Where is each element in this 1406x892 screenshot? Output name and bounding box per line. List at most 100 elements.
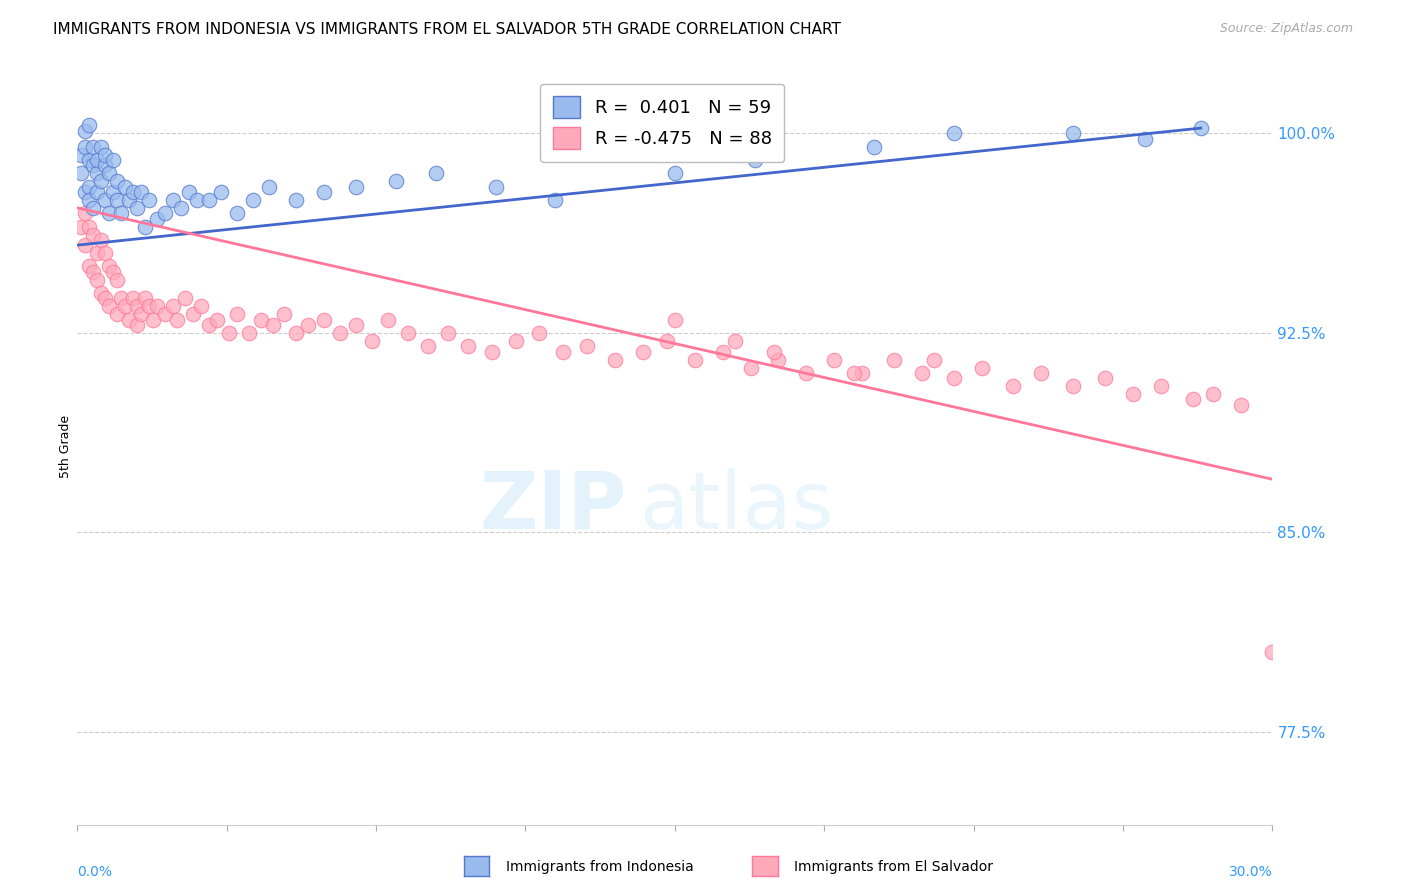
Point: [82, 139, 104, 153]
Point: [177, 185, 200, 199]
Point: [153, 307, 176, 321]
Point: [82, 227, 104, 242]
Point: [170, 201, 193, 215]
Point: [655, 334, 678, 348]
Point: [1201, 387, 1223, 401]
Point: [86, 273, 108, 287]
Point: [98, 166, 121, 180]
Point: [942, 127, 965, 141]
Point: [481, 344, 503, 359]
Point: [79, 260, 101, 274]
Point: [127, 299, 149, 313]
Point: [744, 153, 766, 167]
Point: [162, 193, 184, 207]
Point: [114, 179, 136, 194]
Point: [1062, 379, 1084, 393]
Point: [105, 174, 128, 188]
Point: [79, 153, 101, 167]
Point: [796, 366, 818, 380]
Point: [1031, 366, 1053, 380]
Legend: R =  0.401   N = 59, R = -0.475   N = 88: R = 0.401 N = 59, R = -0.475 N = 88: [540, 84, 785, 161]
Point: [385, 174, 408, 188]
Point: [122, 291, 145, 305]
Point: [225, 206, 247, 220]
Point: [75, 139, 97, 153]
Point: [768, 352, 790, 367]
Point: [82, 265, 104, 279]
Point: [181, 307, 204, 321]
Point: [86, 153, 108, 167]
Point: [94, 147, 117, 161]
Point: [262, 318, 284, 332]
Point: [190, 299, 212, 313]
Point: [344, 318, 367, 332]
Point: [114, 299, 136, 313]
Point: [122, 185, 145, 199]
Text: Source: ZipAtlas.com: Source: ZipAtlas.com: [1219, 22, 1353, 36]
Point: [142, 312, 165, 326]
Point: [631, 344, 654, 359]
Point: [118, 193, 141, 207]
Point: [103, 265, 124, 279]
Point: [105, 307, 128, 321]
Point: [844, 366, 866, 380]
Point: [105, 193, 128, 207]
Point: [724, 334, 747, 348]
Point: [285, 193, 308, 207]
Point: [344, 179, 367, 194]
Point: [110, 291, 132, 305]
Point: [70, 219, 93, 234]
Point: [129, 307, 152, 321]
Point: [103, 153, 124, 167]
Point: [118, 312, 141, 326]
Point: [82, 158, 104, 172]
Point: [1062, 127, 1084, 141]
Point: [94, 193, 117, 207]
Point: [329, 326, 352, 340]
Point: [911, 366, 934, 380]
Point: [1150, 379, 1173, 393]
Point: [75, 185, 97, 199]
Point: [198, 318, 221, 332]
Point: [75, 206, 97, 220]
Point: [153, 206, 176, 220]
Point: [79, 179, 101, 194]
Point: [544, 193, 567, 207]
Point: [851, 366, 873, 380]
Point: [605, 352, 627, 367]
Text: IMMIGRANTS FROM INDONESIA VS IMMIGRANTS FROM EL SALVADOR 5TH GRADE CORRELATION C: IMMIGRANTS FROM INDONESIA VS IMMIGRANTS …: [53, 22, 841, 37]
Point: [863, 139, 886, 153]
Text: atlas: atlas: [640, 467, 834, 546]
Point: [86, 166, 108, 180]
Point: [162, 299, 184, 313]
Point: [1122, 387, 1144, 401]
Point: [103, 185, 124, 199]
Point: [740, 360, 762, 375]
Point: [425, 166, 447, 180]
Point: [285, 326, 308, 340]
Point: [94, 246, 117, 260]
Point: [1189, 121, 1212, 136]
Point: [166, 312, 188, 326]
Point: [79, 193, 101, 207]
Point: [1261, 645, 1284, 659]
Point: [683, 352, 706, 367]
Point: [75, 124, 97, 138]
Point: [416, 339, 439, 353]
Point: [711, 344, 734, 359]
Point: [314, 312, 336, 326]
Point: [86, 246, 108, 260]
Point: [205, 312, 228, 326]
Point: [138, 193, 160, 207]
Point: [664, 166, 686, 180]
Point: [86, 185, 108, 199]
Point: [134, 291, 156, 305]
Point: [437, 326, 460, 340]
Point: [198, 193, 221, 207]
Text: ZIP: ZIP: [479, 467, 627, 546]
Point: [94, 291, 117, 305]
Point: [146, 299, 169, 313]
Point: [242, 193, 264, 207]
Text: 0.0%: 0.0%: [77, 865, 112, 879]
Text: 30.0%: 30.0%: [1229, 865, 1272, 879]
